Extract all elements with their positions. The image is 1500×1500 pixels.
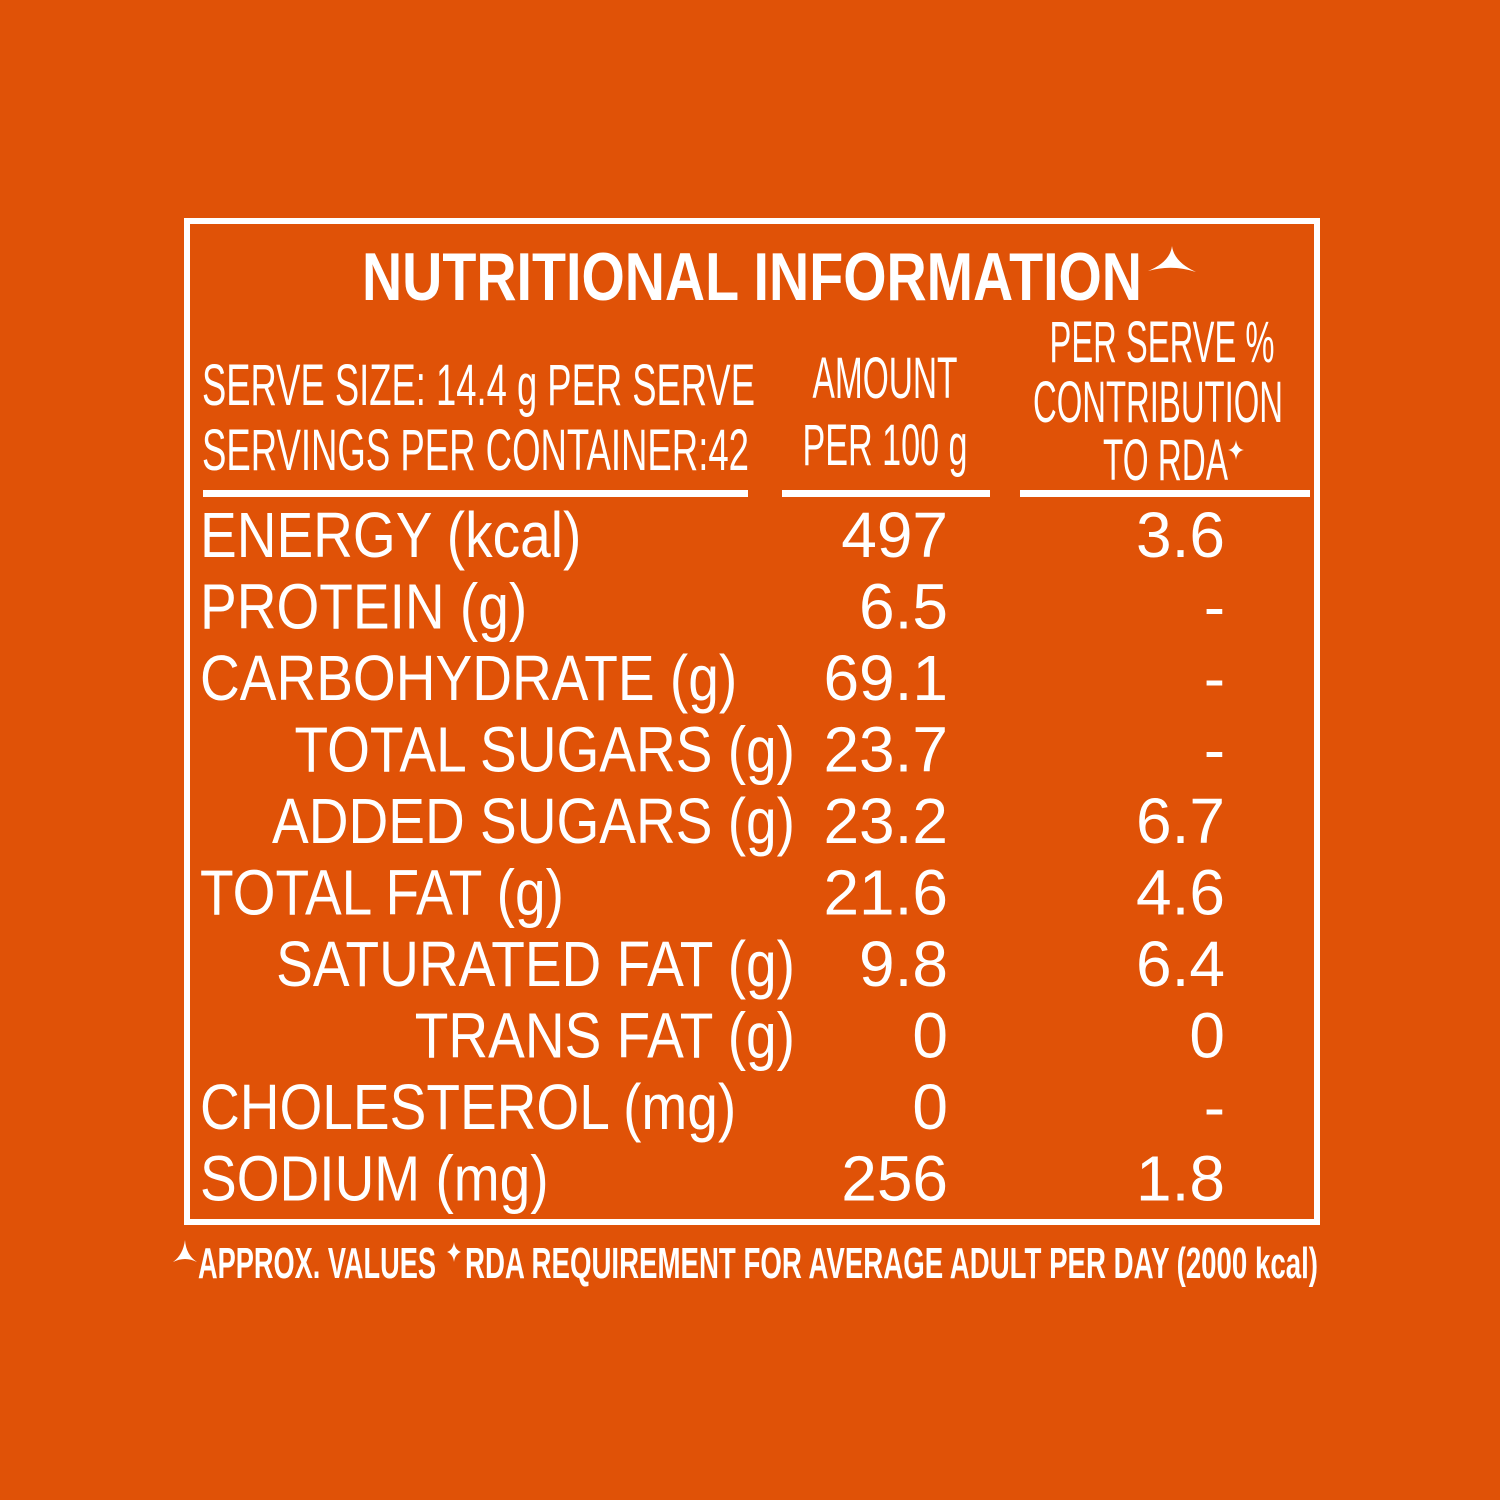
approx-symbol <box>1148 246 1196 272</box>
rule <box>203 490 748 497</box>
title: NUTRITIONAL INFORMATION <box>362 239 1142 315</box>
amount: 497 <box>841 499 948 571</box>
amount: 256 <box>841 1143 948 1215</box>
amount: 0 <box>912 1071 948 1143</box>
amount: 0 <box>912 1000 948 1072</box>
rda-percent: - <box>1204 642 1225 714</box>
footnote: APPROX. VALUES <box>198 1239 436 1288</box>
rda-header: PER SERVE % <box>1050 310 1275 375</box>
nutrient-name: TOTAL FAT (g) <box>200 857 564 929</box>
nutrient-name: PROTEIN (g) <box>200 571 527 643</box>
nutrient-name: CARBOHYDRATE (g) <box>200 642 737 714</box>
rda-percent: 6.4 <box>1136 928 1225 1000</box>
rows: ENERGY (kcal) 497 3.6 PROTEIN (g) 6.5 - CARBOH… <box>200 499 1225 1215</box>
rda-symbol <box>1228 440 1244 460</box>
rda-header: TO RDA <box>1103 428 1228 493</box>
amount: 6.5 <box>859 571 948 643</box>
nutrient-name: CHOLESTEROL (mg) <box>200 1071 736 1143</box>
amount-header: AMOUNT <box>813 346 958 411</box>
rule <box>1020 490 1310 497</box>
amount: 69.1 <box>823 642 948 714</box>
amount-header: PER 100 g <box>803 413 968 478</box>
serve-size: SERVE SIZE: 14.4 g PER SERVE <box>202 353 755 418</box>
rda-percent: 3.6 <box>1136 499 1225 571</box>
nutrient-name: ADDED SUGARS (g) <box>272 785 795 857</box>
approx-symbol <box>173 1240 197 1262</box>
rda-percent: 4.6 <box>1136 857 1225 929</box>
nutrient-name: ENERGY (kcal) <box>200 499 581 571</box>
rda-symbol <box>447 1242 461 1262</box>
rda-percent: 1.8 <box>1136 1143 1225 1215</box>
frame <box>184 218 1320 1225</box>
nutrient-name: TOTAL SUGARS (g) <box>294 714 795 786</box>
rda-percent: - <box>1204 1071 1225 1143</box>
nutrient-name: SATURATED FAT (g) <box>276 928 795 1000</box>
rda-header: CONTRIBUTION <box>1033 370 1283 435</box>
servings: SERVINGS PER CONTAINER:42 <box>202 418 749 483</box>
nutrient-name: TRANS FAT (g) <box>415 1000 795 1072</box>
rda-percent: - <box>1204 571 1225 643</box>
amount: 9.8 <box>859 928 948 1000</box>
rda-percent: - <box>1204 714 1225 786</box>
footnote: RDA REQUIREMENT FOR AVERAGE ADULT PER DA… <box>465 1239 1318 1288</box>
nutrient-name: SODIUM (mg) <box>200 1143 549 1215</box>
amount: 21.6 <box>823 857 948 929</box>
rule <box>782 490 990 497</box>
rda-percent: 0 <box>1189 1000 1225 1072</box>
rda-percent: 6.7 <box>1136 785 1225 857</box>
amount: 23.7 <box>823 714 948 786</box>
amount: 23.2 <box>823 785 948 857</box>
